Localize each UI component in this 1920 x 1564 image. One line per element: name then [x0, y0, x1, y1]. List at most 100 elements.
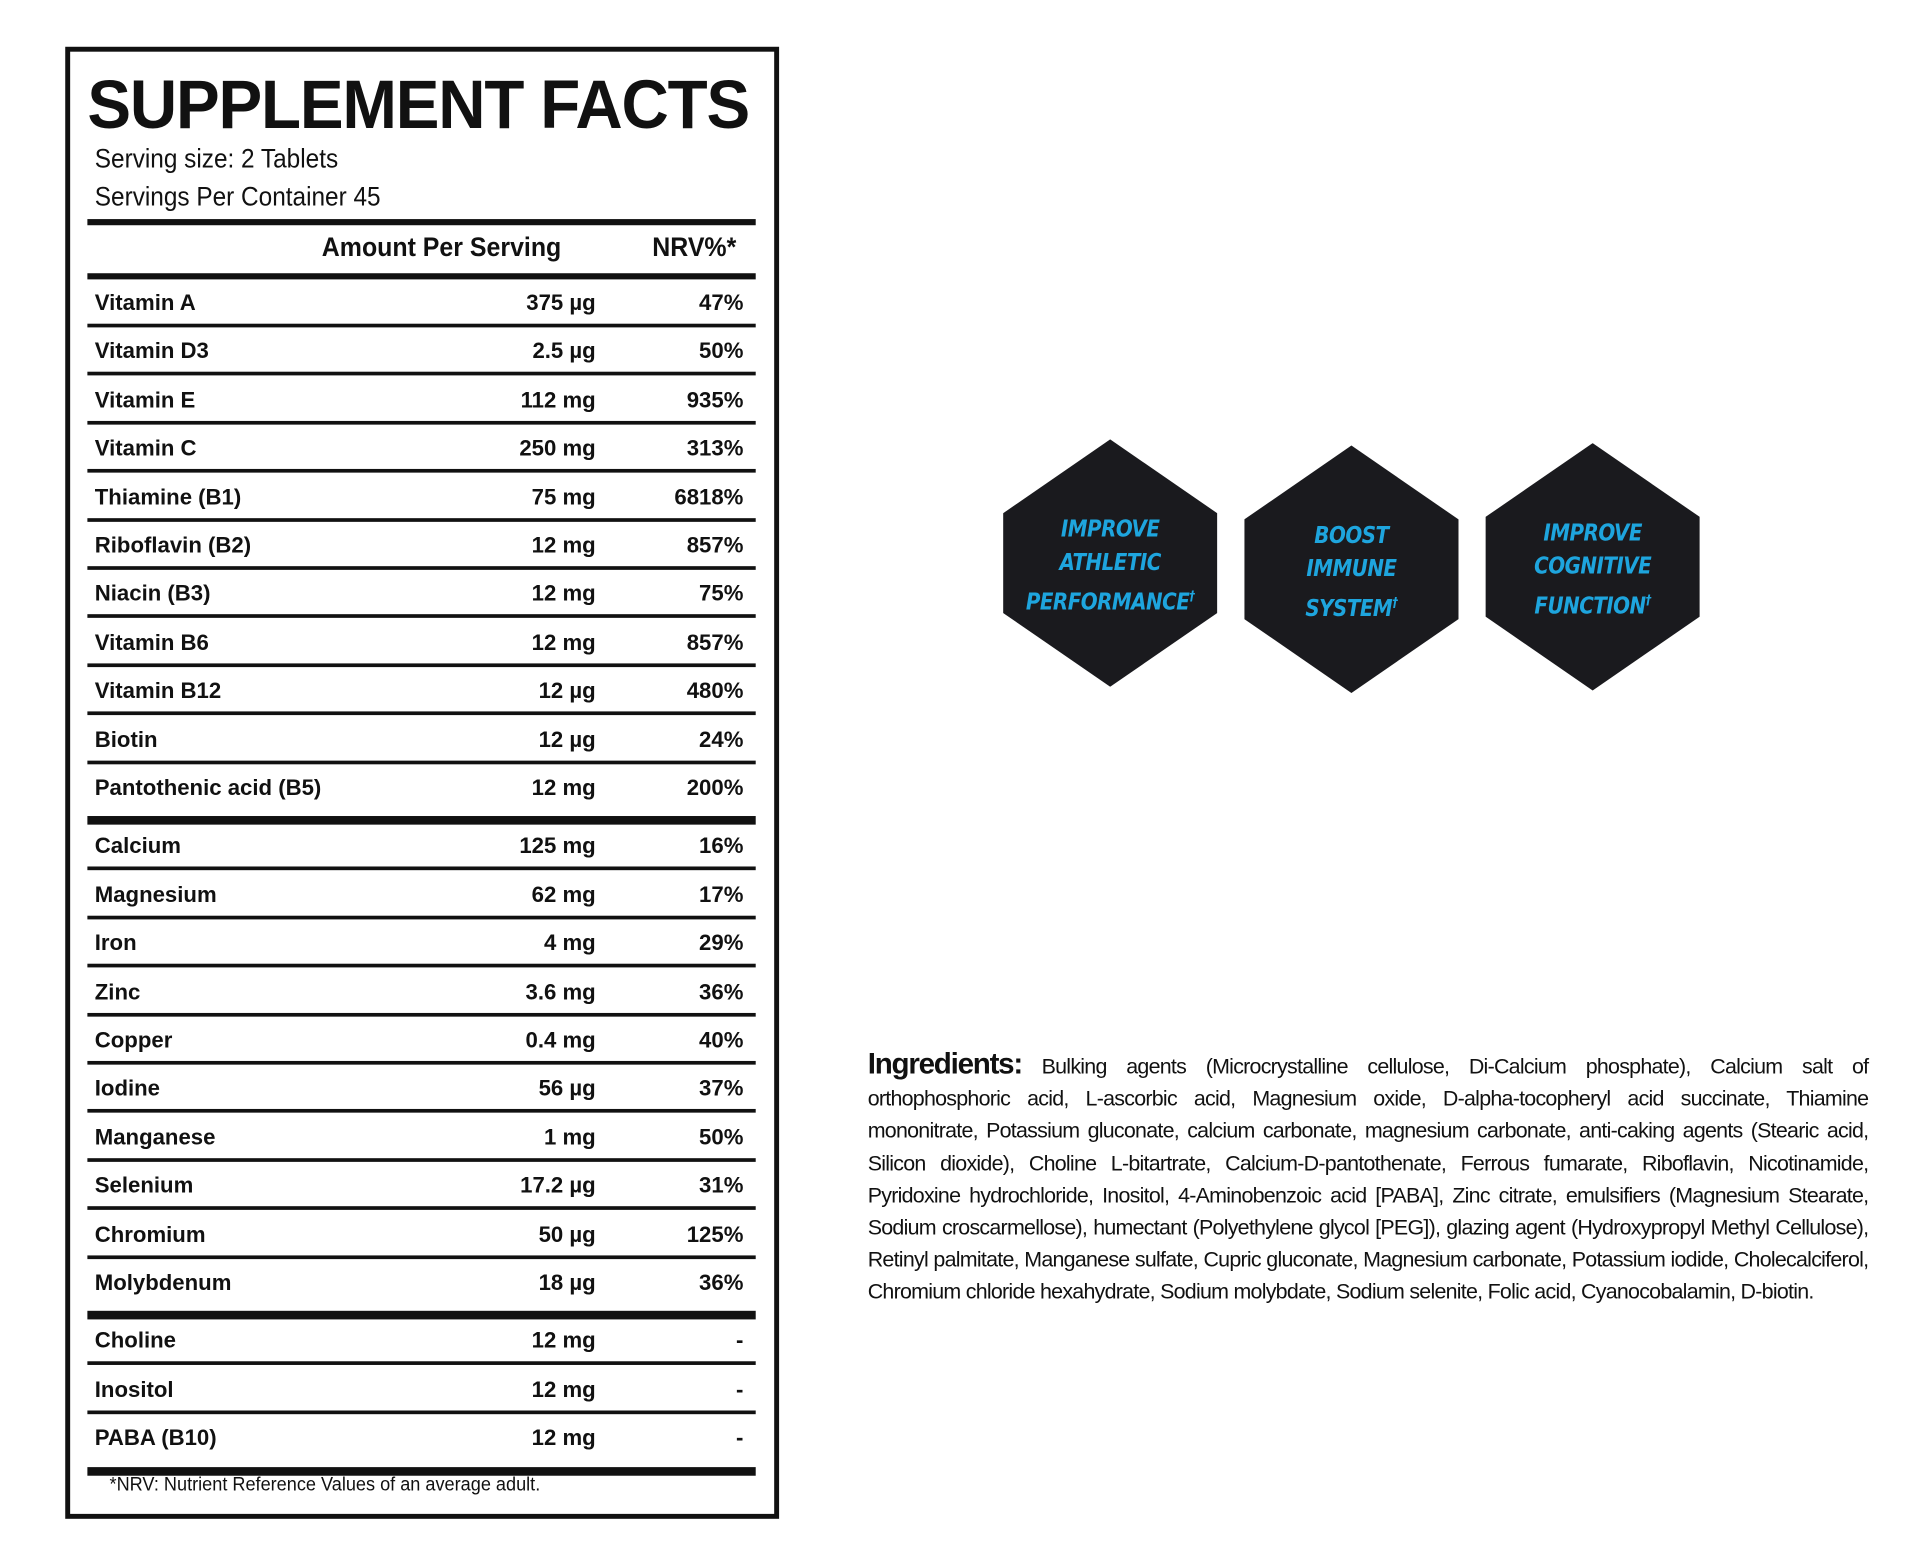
table-row: Biotin 12 µg 24% [87, 716, 756, 764]
nutrient-nrv: 24% [699, 726, 744, 752]
label-title: SUPPLEMENT FACTS [87, 65, 750, 143]
nutrient-name: Vitamin B12 [94, 678, 222, 704]
badge-line: PERFORMANCE [1025, 588, 1190, 616]
badge-line: IMMUNE [1306, 555, 1397, 583]
row-divider [87, 323, 756, 328]
table-row: Iron 4 mg 29% [87, 920, 756, 968]
row-divider [87, 963, 756, 968]
nutrient-amount: 125 mg [519, 833, 596, 859]
nutrient-amount: 2.5 µg [532, 338, 596, 364]
nutrient-amount: 112 mg [520, 387, 596, 413]
benefit-badge: BOOST IMMUNE SYSTEM† [1244, 445, 1459, 693]
table-row: Inositol 12 mg - [87, 1366, 756, 1414]
badge-text: IMPROVE ATHLETIC PERFORMANCE† [1019, 513, 1201, 619]
nutrient-amount: 12 µg [538, 678, 596, 704]
row-divider [87, 1206, 756, 1211]
nutrient-nrv: 36% [699, 1270, 744, 1295]
badge-line: IMPROVE [1543, 519, 1642, 547]
section-divider [87, 1311, 756, 1320]
nutrient-amount: 18 µg [538, 1270, 596, 1295]
table-row: Iodine 56 µg 37% [87, 1065, 756, 1114]
nutrient-nrv: 29% [699, 930, 744, 956]
row-divider [87, 1157, 756, 1162]
table-row: Copper 0.4 mg 40% [87, 1017, 756, 1065]
nutrient-amount: 1 mg [543, 1124, 596, 1150]
nutrient-amount: 62 mg [531, 882, 596, 907]
table-row: Choline 12 mg - [87, 1317, 756, 1366]
nutrient-name: Niacin (B3) [94, 581, 211, 607]
servings-per-container: Servings Per Container 45 [94, 180, 381, 212]
hexagon-shape [1485, 443, 1700, 691]
nutrient-nrv: 37% [699, 1076, 744, 1101]
nutrient-nrv: - [736, 1328, 744, 1354]
nutrient-name: Selenium [94, 1173, 194, 1198]
nutrient-amount: 12 mg [531, 1425, 596, 1451]
column-header-nrv: NRV%* [652, 231, 737, 263]
nutrient-nrv: 50% [699, 338, 744, 364]
table-row: Magnesium 62 mg 17% [87, 871, 756, 920]
column-header-amount: Amount Per Serving [321, 231, 562, 263]
table-row: Niacin (B3) 12 mg 75% [87, 570, 756, 619]
row-divider [87, 1109, 756, 1114]
badge-text: BOOST IMMUNE SYSTEM† [1260, 519, 1442, 625]
dagger-mark: † [1189, 588, 1195, 605]
row-divider [87, 1410, 756, 1414]
nutrient-amount: 12 mg [531, 775, 596, 801]
nutrient-nrv: 480% [686, 678, 744, 704]
badge-line: SYSTEM [1305, 594, 1393, 622]
nutrient-nrv: 125% [686, 1221, 744, 1247]
table-row: Vitamin A 375 µg 47% [87, 279, 756, 328]
row-divider [87, 915, 756, 920]
nutrient-nrv: 935% [686, 387, 744, 413]
nutrient-name: Vitamin D3 [94, 338, 209, 364]
footnote: *NRV: Nutrient Reference Values of an av… [109, 1474, 541, 1496]
nutrient-name: Choline [94, 1328, 177, 1354]
row-divider [87, 663, 756, 667]
table-row: Pantothenic acid (B5) 12 mg 200% [87, 764, 755, 812]
nutrient-nrv: 857% [686, 532, 744, 558]
row-divider [87, 469, 756, 473]
nutrient-name: Calcium [94, 833, 181, 859]
nutrient-name: Magnesium [94, 882, 217, 907]
nutrient-name: Iodine [94, 1076, 161, 1101]
badge-line: FUNCTION [1534, 592, 1646, 620]
nutrient-name: Vitamin E [94, 387, 196, 413]
nutrient-name: Riboflavin (B2) [94, 532, 252, 558]
nutrient-name: Biotin [94, 726, 158, 752]
divider-thick [87, 219, 756, 226]
table-row: Zinc 3.6 mg 36% [87, 968, 756, 1017]
benefit-badge: IMPROVE ATHLETIC PERFORMANCE† [1003, 439, 1218, 687]
nutrient-nrv: 6818% [674, 484, 744, 510]
badge-line: BOOST [1314, 521, 1389, 549]
table-row: Molybdenum 18 µg 36% [87, 1259, 755, 1307]
table-row: Selenium 17.2 µg 31% [87, 1162, 756, 1211]
table-row: Vitamin B12 12 µg 480% [87, 667, 756, 716]
table-row: Vitamin B6 12 mg 857% [87, 619, 756, 667]
table-row: PABA (B10) 12 mg - [87, 1414, 755, 1462]
table-row: Vitamin D3 2.5 µg 50% [87, 328, 756, 376]
nutrient-name: Thiamine (B1) [94, 484, 242, 510]
nutrient-nrv: 17% [699, 882, 744, 907]
nutrient-amount: 12 mg [531, 629, 596, 655]
nutrient-amount: 12 mg [531, 581, 596, 607]
nutrient-nrv: 313% [686, 435, 744, 461]
nutrient-name: Molybdenum [94, 1270, 232, 1295]
nutrient-name: Iron [94, 930, 137, 956]
serving-size: Serving size: 2 Tablets [94, 142, 339, 174]
table-row: Vitamin C 250 mg 313% [87, 425, 756, 473]
row-divider [87, 614, 756, 619]
row-divider [87, 1060, 756, 1065]
nutrient-nrv: 40% [699, 1027, 744, 1053]
table-row: Chromium 50 µg 125% [87, 1211, 756, 1259]
row-divider [87, 1012, 756, 1017]
nutrient-name: Vitamin C [94, 435, 197, 461]
ingredients-heading: Ingredients: [867, 1047, 1024, 1081]
nutrient-amount: 12 mg [531, 1328, 596, 1354]
nutrient-amount: 17.2 µg [520, 1173, 596, 1198]
hexagon-shape [1003, 439, 1218, 687]
nutrient-nrv: 50% [699, 1124, 744, 1150]
ingredients-text: Bulking agents (Microcrystalline cellulo… [867, 1053, 1869, 1304]
nutrient-nrv: 857% [686, 629, 744, 655]
dagger-mark: † [1645, 592, 1652, 609]
nutrient-amount: 12 µg [538, 726, 596, 752]
